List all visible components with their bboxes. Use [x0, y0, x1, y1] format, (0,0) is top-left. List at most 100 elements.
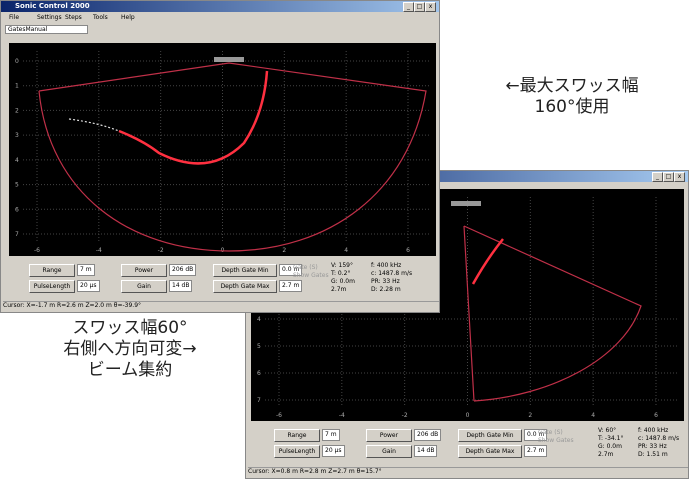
button[interactable]: Depth Gate Min	[458, 429, 522, 442]
menu-item[interactable]: Steps	[65, 14, 82, 21]
x-tick-label: -2	[158, 247, 164, 254]
y-tick-label: 4	[257, 316, 261, 323]
button[interactable]: Depth Gate Max	[213, 280, 277, 293]
readout: D: 1.51 m	[638, 451, 668, 458]
button[interactable]: Range	[29, 264, 75, 277]
x-tick-label: -4	[96, 247, 102, 254]
window-control[interactable]: x	[425, 2, 436, 12]
y-tick-label: 6	[257, 370, 261, 377]
readout: PR: 33 Hz	[638, 443, 667, 450]
y-tick-label: 1	[15, 83, 19, 90]
y-tick-label: 3	[15, 132, 19, 139]
menu-item[interactable]: Help	[121, 14, 135, 21]
beam-fan	[463, 225, 642, 402]
y-tick-label: 0	[15, 58, 19, 65]
y-tick-label: 7	[257, 397, 261, 404]
value-field: 2.7 m	[524, 445, 548, 457]
button[interactable]: Depth Gate Min	[213, 264, 277, 277]
y-tick-label: 6	[15, 206, 19, 213]
menu-item[interactable]: Tools	[93, 14, 108, 21]
value-field: 206 dB	[414, 429, 442, 441]
readout: V: 60°	[598, 427, 617, 434]
x-tick-label: 6	[406, 247, 410, 254]
value-field: 0.0 m	[279, 264, 303, 276]
tab[interactable]: GatesManual	[5, 25, 89, 34]
annotation-top: ←最大スワッス幅 160°使用	[455, 76, 689, 118]
readout: 2.7m	[598, 451, 614, 458]
window-control[interactable]: _	[403, 2, 414, 12]
value-field: 206 dB	[169, 264, 197, 276]
y-tick-label: 4	[15, 157, 19, 164]
y-tick-label: 7	[15, 231, 19, 238]
button[interactable]: Range	[274, 429, 320, 442]
seabed-return	[471, 238, 504, 285]
readout: G: 0.0m	[598, 443, 622, 450]
status-bar: Cursor: X=0.8 m R=2.8 m Z=2.7 m θ=15.7°	[248, 467, 688, 475]
value-field: 7 m	[77, 264, 95, 276]
title-bar: Sonic Control 2000	[1, 1, 439, 12]
value-field: 20 µs	[77, 280, 100, 292]
menu-item[interactable]: File	[9, 14, 20, 21]
y-tick-label: 2	[15, 107, 19, 114]
button[interactable]: Depth Gate Max	[458, 445, 522, 458]
readout: 2.7m	[331, 286, 347, 293]
x-tick-label: 6	[654, 412, 658, 419]
x-tick-label: 4	[344, 247, 348, 254]
transducer	[214, 57, 244, 62]
x-tick-label: 2	[282, 247, 286, 254]
readout: V: 159°	[331, 262, 353, 269]
seabed-return	[118, 70, 269, 165]
checkbox[interactable]: Show Gates	[538, 437, 574, 444]
button[interactable]: Gain	[121, 280, 167, 293]
readout: PR: 33 Hz	[371, 278, 400, 285]
x-tick-label: -6	[34, 247, 40, 254]
x-tick-label: -2	[402, 412, 408, 419]
status-bar: Cursor: X=-1.7 m R=2.6 m Z=2.0 m θ=-39.9…	[3, 301, 439, 309]
readout: T: 0.2°	[331, 270, 351, 277]
annotation-line: ビーム集約	[87, 360, 173, 380]
x-tick-label: 2	[528, 412, 532, 419]
checkbox[interactable]: Gate (S)	[293, 264, 318, 271]
checkbox[interactable]: Gate (S)	[538, 429, 563, 436]
readout: f: 400 kHz	[638, 427, 669, 434]
value-field: 7 m	[322, 429, 340, 441]
value-field: 20 µs	[322, 445, 345, 457]
x-tick-label: -6	[276, 412, 282, 419]
window-control[interactable]: x	[674, 172, 685, 182]
button[interactable]: PulseLength	[29, 280, 75, 293]
value-field: 14 dB	[169, 280, 193, 292]
checkbox[interactable]: Show Gates	[293, 272, 329, 279]
value-field: 14 dB	[414, 445, 438, 457]
transducer	[451, 201, 481, 206]
window-main: Sonic Control 2000 File Settings Steps Tools…	[0, 0, 440, 313]
menu-item[interactable]: Settings	[37, 14, 62, 21]
button[interactable]: Power	[121, 264, 167, 277]
title-bar	[246, 171, 688, 182]
window-control[interactable]: _	[652, 172, 663, 182]
value-field: 2.7 m	[279, 280, 303, 292]
y-tick-label: 5	[15, 182, 19, 189]
annotation-line: 160°使用	[534, 97, 610, 117]
readout: T: -34.1°	[598, 435, 624, 442]
annotation-line: 右側へ方向可変→	[63, 339, 197, 359]
annotation-bottom: スワッス幅60° 右側へ方向可変→ ビーム集約	[20, 318, 240, 381]
value-field: 0.0 m	[524, 429, 548, 441]
button[interactable]: PulseLength	[274, 445, 320, 458]
button[interactable]: Gain	[366, 445, 412, 458]
window-control[interactable]: □	[663, 172, 674, 182]
button[interactable]: Power	[366, 429, 412, 442]
readout: c: 1487.8 m/s	[638, 435, 680, 442]
seabed-return-faint	[68, 118, 120, 132]
annotation-line: ←最大スワッス幅	[505, 76, 639, 96]
x-tick-label: 4	[591, 412, 595, 419]
y-tick-label: 5	[257, 343, 261, 350]
annotation-line: スワッス幅60°	[72, 318, 188, 338]
x-tick-label: 0	[466, 412, 470, 419]
readout: G: 0.0m	[331, 278, 355, 285]
x-tick-label: -4	[339, 412, 345, 419]
readout: f: 400 kHz	[371, 262, 402, 269]
readout: D: 2.28 m	[371, 286, 401, 293]
window-control[interactable]: □	[414, 2, 425, 12]
